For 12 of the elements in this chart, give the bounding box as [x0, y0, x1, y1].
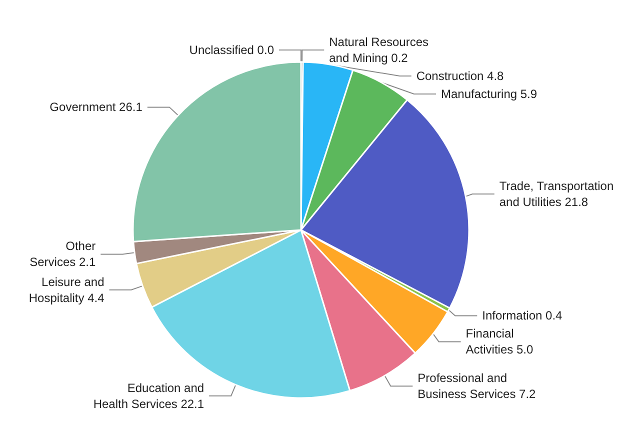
slice-label: Other Services 2.1: [30, 239, 96, 270]
slice-label: Trade, Transportation and Utilities 21.8: [499, 179, 614, 210]
slice-label: Government 26.1: [50, 100, 143, 114]
slice-label: Education and Health Services 22.1: [93, 380, 204, 411]
slice-label: Information 0.4: [482, 308, 563, 323]
slice-label: Manufacturing 5.9: [441, 87, 538, 102]
category-label: Unclassified 0.0: [189, 43, 274, 57]
legend-label: Natural Resources and Mining 0.2: [329, 35, 429, 66]
slice-label: Professional and Business Services 7.2: [418, 371, 536, 402]
slice-label: Financial Activities 5.0: [466, 326, 534, 357]
slice-label: Leisure and Hospitality 4.4: [28, 274, 105, 305]
slice-label: Construction 4.8: [416, 69, 504, 84]
